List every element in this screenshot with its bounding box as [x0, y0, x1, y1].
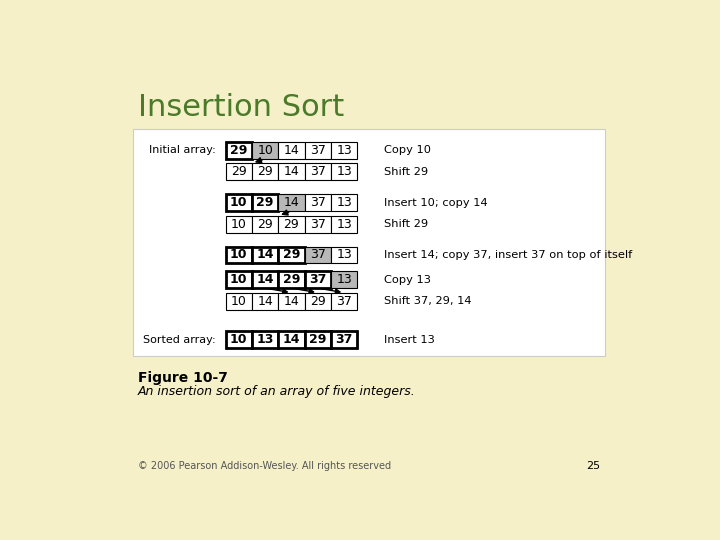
- Bar: [225, 215, 252, 233]
- Bar: [252, 271, 279, 288]
- Bar: [305, 271, 331, 288]
- Text: 14: 14: [284, 196, 300, 209]
- Bar: [331, 293, 357, 309]
- Text: Figure 10-7: Figure 10-7: [138, 372, 228, 385]
- Text: 14: 14: [284, 144, 300, 157]
- Bar: [305, 331, 331, 348]
- Text: Shift 29: Shift 29: [384, 167, 428, 177]
- Text: Insert 14; copy 37, insert 37 on top of itself: Insert 14; copy 37, insert 37 on top of …: [384, 250, 633, 260]
- Text: 37: 37: [310, 248, 325, 261]
- Bar: [225, 271, 252, 288]
- Text: 13: 13: [256, 333, 274, 346]
- Text: Insert 13: Insert 13: [384, 335, 436, 345]
- Bar: [225, 331, 252, 348]
- Bar: [305, 164, 331, 180]
- Text: 14: 14: [256, 248, 274, 261]
- Text: Insert 10; copy 14: Insert 10; copy 14: [384, 198, 488, 207]
- Text: 13: 13: [336, 165, 352, 178]
- Text: 10: 10: [230, 273, 248, 286]
- Bar: [279, 164, 305, 180]
- Bar: [331, 247, 357, 264]
- Bar: [225, 247, 252, 264]
- Text: Sorted array:: Sorted array:: [143, 335, 215, 345]
- Text: 37: 37: [309, 273, 327, 286]
- Text: 29: 29: [230, 144, 248, 157]
- Bar: [279, 331, 305, 348]
- Bar: [331, 215, 357, 233]
- Bar: [225, 293, 252, 309]
- Text: An insertion sort of an array of five integers.: An insertion sort of an array of five in…: [138, 385, 416, 398]
- Bar: [305, 215, 331, 233]
- Bar: [331, 194, 357, 211]
- Bar: [331, 142, 357, 159]
- Text: 14: 14: [284, 165, 300, 178]
- Bar: [305, 247, 331, 264]
- Bar: [225, 164, 252, 180]
- Bar: [331, 164, 357, 180]
- Text: 10: 10: [231, 218, 247, 231]
- Text: 13: 13: [336, 273, 352, 286]
- Text: 37: 37: [310, 165, 325, 178]
- Text: © 2006 Pearson Addison-Wesley. All rights reserved: © 2006 Pearson Addison-Wesley. All right…: [138, 461, 391, 471]
- Text: 29: 29: [283, 273, 300, 286]
- Text: 37: 37: [336, 295, 352, 308]
- Bar: [252, 331, 279, 348]
- Bar: [252, 215, 279, 233]
- Bar: [305, 142, 331, 159]
- Bar: [132, 129, 606, 356]
- Text: 29: 29: [231, 165, 247, 178]
- Text: Copy 13: Copy 13: [384, 275, 431, 285]
- Text: 29: 29: [284, 218, 300, 231]
- Text: 13: 13: [336, 248, 352, 261]
- Text: 10: 10: [230, 248, 248, 261]
- Bar: [331, 271, 357, 288]
- Bar: [331, 331, 357, 348]
- Text: 10: 10: [230, 333, 248, 346]
- Text: 10: 10: [230, 196, 248, 209]
- Text: 29: 29: [309, 333, 327, 346]
- Text: 29: 29: [310, 295, 325, 308]
- Text: 10: 10: [231, 295, 247, 308]
- Text: 14: 14: [257, 295, 273, 308]
- Bar: [305, 194, 331, 211]
- Bar: [225, 142, 252, 159]
- Text: 10: 10: [257, 144, 273, 157]
- Bar: [279, 293, 305, 309]
- Bar: [252, 293, 279, 309]
- Bar: [252, 194, 279, 211]
- Text: 13: 13: [336, 144, 352, 157]
- Bar: [252, 142, 279, 159]
- Bar: [279, 247, 305, 264]
- Text: 29: 29: [283, 248, 300, 261]
- Bar: [225, 194, 252, 211]
- Bar: [279, 215, 305, 233]
- Text: 37: 37: [310, 144, 325, 157]
- Bar: [305, 293, 331, 309]
- Text: 13: 13: [336, 218, 352, 231]
- Bar: [279, 142, 305, 159]
- Text: Shift 37, 29, 14: Shift 37, 29, 14: [384, 296, 472, 306]
- Bar: [279, 194, 305, 211]
- Text: Copy 10: Copy 10: [384, 145, 431, 156]
- Text: 29: 29: [257, 165, 273, 178]
- Text: 25: 25: [586, 461, 600, 471]
- Text: 14: 14: [283, 333, 300, 346]
- Text: Initial array:: Initial array:: [149, 145, 215, 156]
- Text: 14: 14: [256, 273, 274, 286]
- Text: 37: 37: [310, 218, 325, 231]
- Text: 29: 29: [257, 218, 273, 231]
- Text: 13: 13: [336, 196, 352, 209]
- Bar: [252, 247, 279, 264]
- Text: Shift 29: Shift 29: [384, 219, 428, 229]
- Text: 37: 37: [310, 196, 325, 209]
- Text: 37: 37: [336, 333, 353, 346]
- Text: 29: 29: [256, 196, 274, 209]
- Bar: [252, 164, 279, 180]
- Text: Insertion Sort: Insertion Sort: [138, 93, 344, 122]
- Text: 14: 14: [284, 295, 300, 308]
- Bar: [279, 271, 305, 288]
